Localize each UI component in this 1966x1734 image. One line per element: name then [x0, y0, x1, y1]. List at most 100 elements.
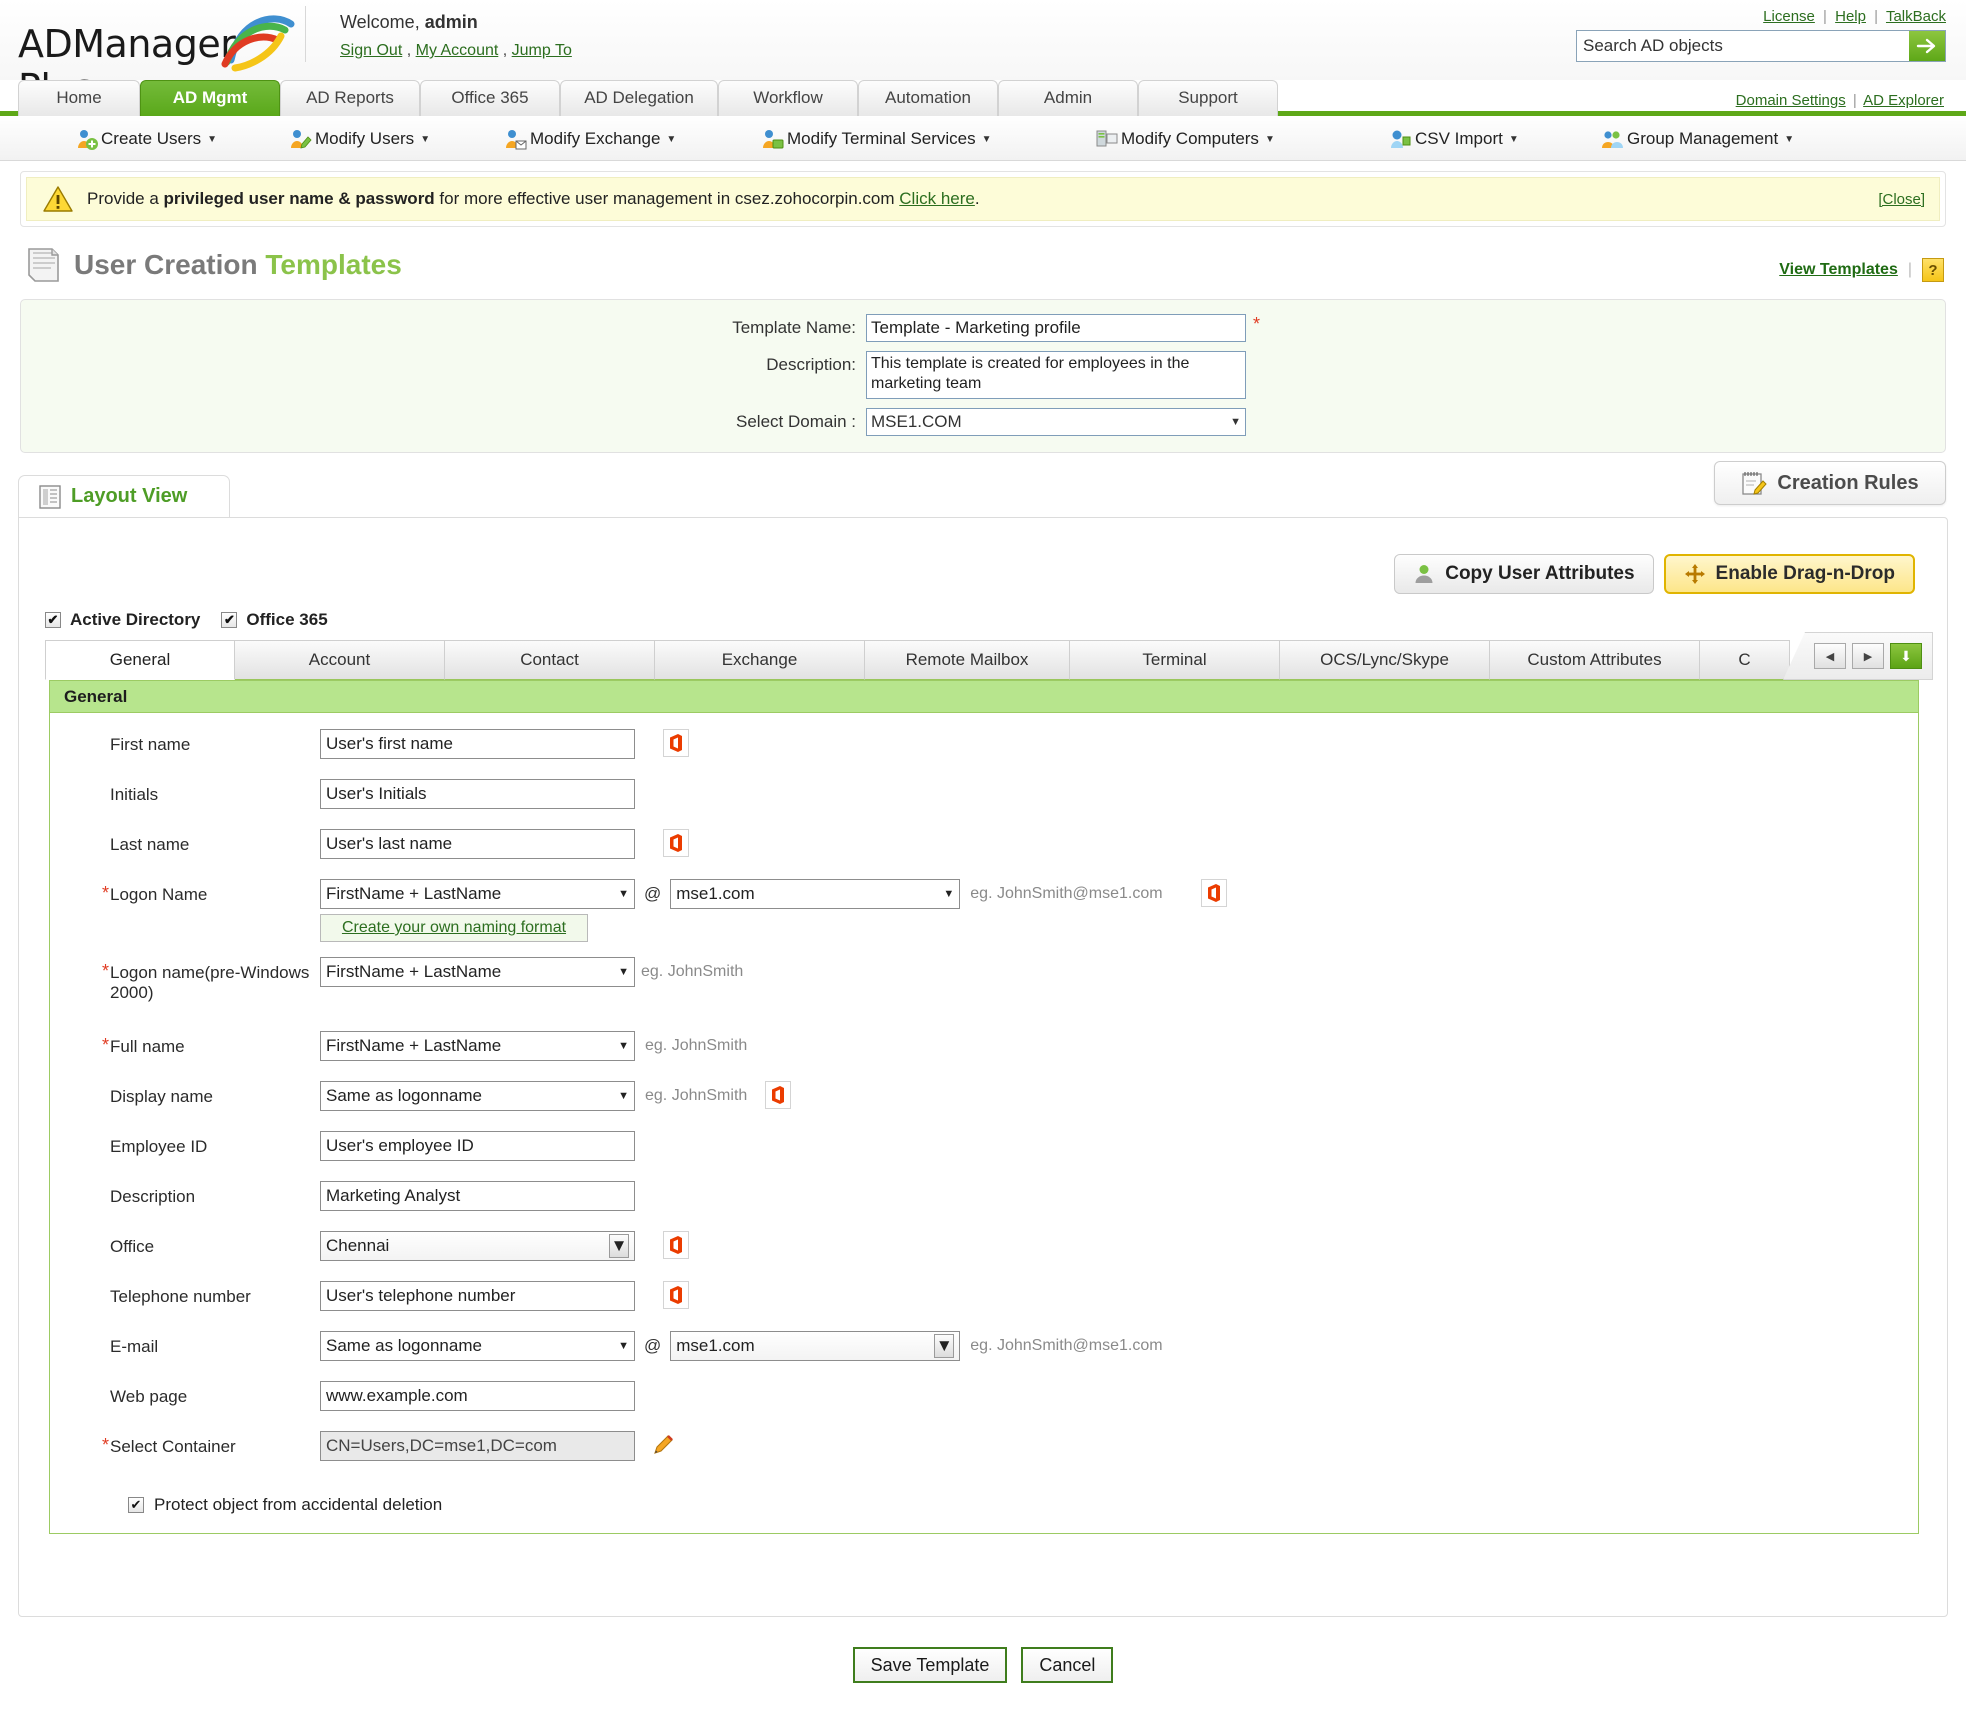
office365-attr-icon[interactable]: [663, 829, 689, 857]
tab-exchange[interactable]: Exchange: [655, 640, 865, 680]
office365-attr-icon[interactable]: [663, 1231, 689, 1259]
tab-home[interactable]: Home: [18, 80, 140, 116]
protect-object-checkbox[interactable]: ✔: [128, 1497, 144, 1513]
tab-ad-delegation[interactable]: AD Delegation: [560, 80, 718, 116]
tab-support[interactable]: Support: [1138, 80, 1278, 116]
page-title-part1: User Creation: [74, 249, 266, 280]
office365-attr-icon[interactable]: [663, 1281, 689, 1309]
chevron-down-icon: ▼: [420, 133, 431, 145]
object-type-checkboxes: ✔ Active Directory ✔ Office 365: [45, 610, 1933, 630]
select-domain-dropdown[interactable]: MSE1.COM ▼: [866, 408, 1246, 436]
my-account-link[interactable]: My Account: [415, 42, 499, 59]
notice-close-link[interactable]: [Close]: [1878, 190, 1925, 208]
tab-remote-mailbox[interactable]: Remote Mailbox: [865, 640, 1070, 680]
active-directory-label: Active Directory: [70, 610, 201, 629]
tab-contact[interactable]: Contact: [445, 640, 655, 680]
webpage-label: Web page: [110, 1387, 188, 1406]
jump-to-link[interactable]: Jump To: [511, 42, 572, 59]
template-name-input[interactable]: [866, 314, 1246, 342]
telephone-input[interactable]: [320, 1281, 635, 1311]
tab-ad-reports[interactable]: AD Reports: [280, 80, 420, 116]
webpage-input[interactable]: [320, 1381, 635, 1411]
enable-drag-n-drop-button[interactable]: Enable Drag-n-Drop: [1663, 554, 1915, 594]
logon-name-domain-dropdown[interactable]: mse1.com ▼: [670, 879, 961, 909]
copy-user-attributes-button[interactable]: Copy User Attributes: [1394, 554, 1654, 594]
license-link[interactable]: License: [1763, 8, 1815, 25]
tab-truncated[interactable]: C: [1700, 640, 1790, 680]
ad-explorer-link[interactable]: AD Explorer: [1863, 92, 1944, 109]
notice-click-here-link[interactable]: Click here: [899, 189, 975, 208]
tab-scroll-right-button[interactable]: ▶: [1852, 643, 1884, 669]
create-naming-format-link[interactable]: Create your own naming format: [341, 919, 567, 936]
container-input[interactable]: [320, 1431, 635, 1461]
office365-attr-icon[interactable]: [663, 729, 689, 757]
nav-csv-import[interactable]: CSV Import ▼: [1390, 124, 1519, 154]
nav-modify-computers[interactable]: Modify Computers ▼: [1096, 124, 1275, 154]
sign-out-link[interactable]: Sign Out: [340, 42, 403, 59]
nav-modify-users[interactable]: Modify Users ▼: [290, 124, 430, 154]
domain-settings-link[interactable]: Domain Settings: [1735, 92, 1846, 109]
office-value: Chennai: [326, 1236, 390, 1255]
tab-terminal[interactable]: Terminal: [1070, 640, 1280, 680]
initials-input[interactable]: [320, 779, 635, 809]
email-format-dropdown[interactable]: Same as logonname ▼: [320, 1331, 635, 1361]
office365-attr-icon[interactable]: [765, 1081, 792, 1109]
description-input[interactable]: [320, 1181, 635, 1211]
search-box[interactable]: [1576, 30, 1946, 62]
save-template-button[interactable]: Save Template: [852, 1647, 1008, 1683]
nav-label: Group Management: [1627, 129, 1779, 148]
nav-modify-exchange[interactable]: Modify Exchange ▼: [505, 124, 676, 154]
active-directory-checkbox[interactable]: ✔: [45, 612, 61, 628]
office365-attr-icon[interactable]: [1200, 879, 1227, 907]
tab-ad-mgmt[interactable]: AD Mgmt: [140, 80, 280, 125]
description-textarea[interactable]: [866, 351, 1246, 399]
full-name-format-dropdown[interactable]: FirstName + LastName ▼: [320, 1031, 635, 1061]
display-name-dropdown[interactable]: Same as logonname ▼: [320, 1081, 635, 1111]
edit-container-button[interactable]: [651, 1431, 675, 1462]
nav-label: Modify Exchange: [530, 129, 661, 148]
tab-scroll-left-button[interactable]: ◀: [1814, 643, 1846, 669]
tab-custom-attributes[interactable]: Custom Attributes: [1490, 640, 1700, 680]
tab-automation[interactable]: Automation: [858, 80, 998, 116]
cancel-button[interactable]: Cancel: [1021, 1647, 1114, 1683]
email-domain-dropdown[interactable]: mse1.com ▼: [670, 1331, 961, 1361]
employee-id-label: Employee ID: [110, 1137, 208, 1156]
search-input[interactable]: [1577, 32, 1909, 60]
tab-dropdown-button[interactable]: ⬇: [1890, 643, 1922, 669]
creation-rules-icon: [1742, 472, 1768, 495]
view-templates-link[interactable]: View Templates: [1779, 261, 1898, 278]
notice-container: Provide a privileged user name & passwor…: [20, 171, 1946, 227]
office-dropdown[interactable]: Chennai ▼: [320, 1231, 635, 1261]
tab-general[interactable]: General: [45, 640, 235, 680]
talkback-link[interactable]: TalkBack: [1885, 8, 1946, 25]
field-row-logon-name: * Logon Name FirstName + LastName ▼ @ ms…: [50, 879, 1918, 957]
logon-name-format-dropdown[interactable]: FirstName + LastName ▼: [320, 879, 635, 909]
description-field-label: Description: [110, 1187, 196, 1206]
tab-ocs-lync-skype[interactable]: OCS/Lync/Skype: [1280, 640, 1490, 680]
pre-windows-format-dropdown[interactable]: FirstName + LastName ▼: [320, 957, 635, 987]
page-title-text: User Creation Templates: [74, 249, 402, 281]
nav-group-management[interactable]: Group Management ▼: [1602, 124, 1794, 154]
context-links: Domain Settings | AD Explorer: [1736, 92, 1944, 109]
office365-checkbox[interactable]: ✔: [221, 612, 238, 628]
header-divider: [305, 6, 306, 62]
nav-create-users[interactable]: Create Users ▼: [76, 124, 217, 154]
tab-layout-view[interactable]: Layout View: [18, 475, 230, 517]
description-field: [320, 1181, 635, 1211]
first-name-input[interactable]: [320, 729, 635, 759]
tab-account[interactable]: Account: [235, 640, 445, 680]
create-naming-format-button[interactable]: Create your own naming format: [320, 914, 588, 942]
general-fields: First name Initials: [50, 713, 1918, 1533]
search-submit-button[interactable]: [1909, 31, 1945, 61]
help-link[interactable]: Help: [1835, 8, 1866, 25]
help-badge-button[interactable]: ?: [1922, 258, 1944, 282]
tab-workflow[interactable]: Workflow: [718, 80, 858, 116]
tab-office-365[interactable]: Office 365: [420, 80, 560, 116]
tab-admin[interactable]: Admin: [998, 80, 1138, 116]
creation-rules-button[interactable]: Creation Rules: [1714, 461, 1946, 505]
last-name-input[interactable]: [320, 829, 635, 859]
nav-modify-terminal-services[interactable]: Modify Terminal Services ▼: [762, 124, 992, 154]
link-separator: |: [1874, 8, 1879, 25]
employee-id-input[interactable]: [320, 1131, 635, 1161]
